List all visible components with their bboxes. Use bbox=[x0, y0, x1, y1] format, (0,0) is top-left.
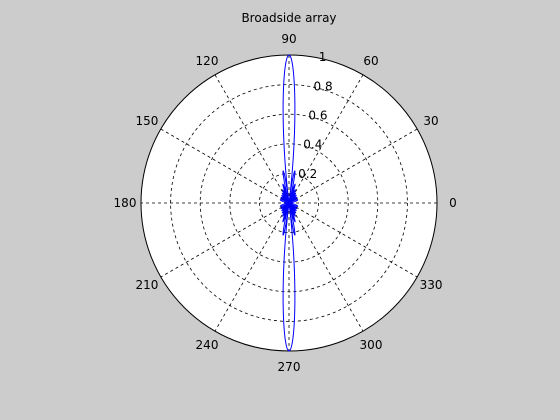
grid-circle-0 bbox=[258, 172, 319, 233]
theta-tick-label-330: 330 bbox=[420, 278, 443, 292]
grid-spoke-5 bbox=[160, 128, 418, 278]
grid-spoke-4 bbox=[214, 74, 364, 332]
series-layer bbox=[279, 54, 299, 352]
theta-tick-label-240: 240 bbox=[196, 338, 219, 352]
theta-tick-label-90: 90 bbox=[281, 32, 296, 46]
radial-tick-labels: 0.2 0.4 0.6 0.8 1 bbox=[298, 50, 333, 181]
r-tick-label-4: 1 bbox=[319, 50, 327, 64]
grid-circle-1 bbox=[229, 143, 349, 263]
r-tick-label-0: 0.2 bbox=[298, 167, 317, 181]
theta-tick-label-300: 300 bbox=[360, 338, 383, 352]
theta-tick-label-270: 270 bbox=[278, 360, 301, 374]
angular-tick-labels: 0 30 60 90 120 150 180 210 240 270 300 330 bbox=[114, 32, 457, 374]
theta-tick-label-210: 210 bbox=[136, 278, 159, 292]
theta-tick-label-120: 120 bbox=[196, 54, 219, 68]
theta-tick-label-0: 0 bbox=[449, 196, 457, 210]
series-line-0 bbox=[279, 54, 299, 352]
r-tick-label-1: 0.4 bbox=[303, 138, 322, 152]
chart-title: Broadside array bbox=[241, 11, 336, 25]
theta-tick-label-150: 150 bbox=[136, 114, 159, 128]
angular-grid-spokes bbox=[141, 55, 437, 351]
r-tick-label-3: 0.8 bbox=[314, 79, 333, 93]
theta-tick-label-30: 30 bbox=[423, 114, 438, 128]
grid-spoke-1 bbox=[160, 128, 418, 278]
theta-tick-label-60: 60 bbox=[363, 54, 378, 68]
theta-tick-label-180: 180 bbox=[114, 196, 137, 210]
polar-plot: 0.2 0.4 0.6 0.8 1 0 30 60 90 120 150 180 210 240 270 3… bbox=[114, 32, 457, 374]
grid-spoke-2 bbox=[214, 74, 364, 332]
grid-circle-3 bbox=[170, 84, 408, 322]
r-tick-label-2: 0.6 bbox=[308, 109, 327, 123]
